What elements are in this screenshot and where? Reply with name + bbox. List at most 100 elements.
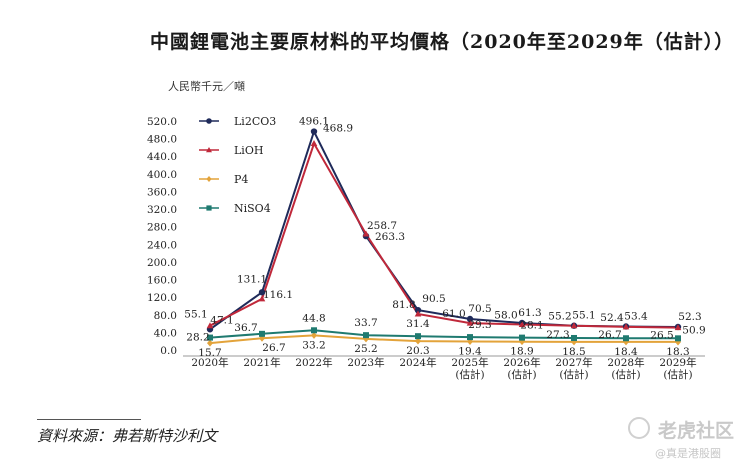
data-label-p4: 25.2 bbox=[354, 343, 377, 355]
legend-label-niso4: NiSO4 bbox=[234, 202, 271, 215]
x-tick-label: (估計) bbox=[663, 368, 692, 381]
x-tick-label: 2029年 bbox=[659, 356, 696, 369]
point-p4 bbox=[207, 339, 213, 347]
y-tick-label: 400.0 bbox=[147, 169, 177, 181]
data-label-niso4: 27.3 bbox=[546, 329, 569, 341]
watermark-user: @真是港股圈 bbox=[655, 447, 721, 460]
data-label-p4: 15.7 bbox=[198, 347, 221, 359]
data-label-li2co3: 258.7 bbox=[367, 220, 397, 232]
point-lioh bbox=[466, 319, 474, 326]
point-niso4 bbox=[415, 333, 421, 340]
data-label-niso4: 44.8 bbox=[302, 312, 325, 324]
point-li2co3 bbox=[258, 289, 266, 296]
data-label-niso4: 28.1 bbox=[520, 320, 543, 332]
y-tick-label: 40.0 bbox=[154, 327, 177, 339]
data-label-li2co3: 70.5 bbox=[468, 303, 491, 315]
data-label-lioh: 468.9 bbox=[323, 123, 353, 135]
data-label-li2co3: 90.5 bbox=[422, 293, 445, 305]
legend: Li2CO3 LiOH P4 NiSO4 bbox=[199, 115, 276, 215]
point-lioh bbox=[258, 295, 266, 302]
point-lioh bbox=[518, 320, 526, 327]
point-niso4 bbox=[311, 327, 317, 334]
point-lioh bbox=[414, 310, 422, 317]
y-tick-label: 480.0 bbox=[147, 134, 177, 146]
x-tick-label: 2024年 bbox=[399, 356, 436, 369]
y-tick-label: 320.0 bbox=[147, 204, 177, 216]
data-label-li2co3: 61.3 bbox=[518, 307, 541, 319]
legend-marker-lioh bbox=[206, 147, 212, 153]
x-tick-label: (估計) bbox=[507, 368, 536, 381]
x-tick-label: 2028年 bbox=[607, 356, 644, 369]
point-p4 bbox=[415, 337, 421, 345]
data-label-niso4: 26.5 bbox=[650, 329, 673, 341]
axes: 0.0 40.0 80.0 120.0 160.0 200.0 240.0 280.0 320.… bbox=[147, 116, 705, 381]
data-label-p4: 33.2 bbox=[302, 339, 325, 351]
point-niso4 bbox=[363, 332, 369, 339]
data-label-niso4: 28.2 bbox=[186, 332, 209, 344]
y-tick-label: 360.0 bbox=[147, 186, 177, 198]
x-tick-label: 2027年 bbox=[555, 356, 592, 369]
x-tick-label: 2026年 bbox=[503, 356, 540, 369]
y-tick-label: 280.0 bbox=[147, 222, 177, 234]
legend-label-p4: P4 bbox=[234, 173, 248, 186]
y-tick-label: 440.0 bbox=[147, 151, 177, 163]
data-label-lioh: 55.2 bbox=[548, 311, 571, 323]
x-tick-label: 2022年 bbox=[295, 356, 332, 369]
y-tick-label: 240.0 bbox=[147, 239, 177, 251]
point-niso4 bbox=[675, 335, 681, 342]
legend-marker-niso4 bbox=[206, 205, 212, 211]
legend-marker-li2co3 bbox=[206, 118, 212, 124]
data-label-lioh: 116.1 bbox=[263, 289, 293, 301]
series-lines bbox=[209, 128, 679, 345]
data-label-p4: 19.4 bbox=[458, 345, 482, 357]
point-niso4 bbox=[623, 335, 629, 342]
data-label-niso4: 31.4 bbox=[406, 318, 430, 330]
data-label-niso4: 29.3 bbox=[468, 319, 491, 331]
y-tick-label: 0.0 bbox=[160, 345, 177, 357]
data-label-li2co3: 47.1 bbox=[210, 314, 233, 326]
point-niso4 bbox=[467, 334, 473, 341]
data-label-li2co3: 496.1 bbox=[299, 116, 329, 128]
data-label-li2co3: 53.4 bbox=[624, 310, 648, 322]
series-markers bbox=[206, 128, 682, 347]
point-lioh bbox=[674, 324, 682, 331]
y-axis-unit-label: 人民幣千元／噸 bbox=[168, 80, 245, 93]
y-tick-label: 80.0 bbox=[154, 310, 177, 322]
data-label-p4: 26.7 bbox=[262, 342, 285, 354]
point-lioh bbox=[206, 322, 214, 329]
data-label-lioh: 81.8 bbox=[392, 299, 415, 311]
data-label-p4: 18.5 bbox=[562, 346, 585, 358]
data-label-niso4: 33.7 bbox=[354, 317, 377, 329]
point-niso4 bbox=[571, 334, 577, 341]
data-label-niso4: 26.7 bbox=[598, 329, 621, 341]
point-niso4 bbox=[259, 330, 265, 337]
data-label-li2co3: 131.1 bbox=[237, 273, 267, 285]
series-line-lioh bbox=[209, 141, 679, 329]
point-lioh bbox=[362, 230, 370, 237]
data-label-lioh: 50.9 bbox=[682, 325, 705, 337]
y-tick-label: 520.0 bbox=[147, 116, 177, 128]
y-tick-label: 160.0 bbox=[147, 275, 177, 287]
data-label-li2co3: 52.3 bbox=[678, 311, 701, 323]
legend-marker-p4 bbox=[206, 176, 212, 182]
data-label-niso4: 36.7 bbox=[234, 322, 257, 334]
point-p4 bbox=[311, 331, 317, 339]
data-labels: 47.1 131.1 496.1 258.7 90.5 70.5 61.3 55.1 53.4 5… bbox=[184, 116, 705, 360]
chart-title: 中國鋰電池主要原材料的平均價格（2020年至2029年（估計）） bbox=[150, 31, 735, 53]
tiger-logo-icon bbox=[628, 417, 650, 439]
watermark-brand: 老虎社区 bbox=[658, 420, 735, 442]
data-label-lioh: 55.1 bbox=[184, 309, 207, 321]
series-line-niso4 bbox=[209, 329, 679, 340]
point-li2co3 bbox=[414, 306, 422, 314]
x-tick-label: 2020年 bbox=[191, 356, 228, 369]
data-label-p4: 18.9 bbox=[510, 346, 533, 358]
source-divider bbox=[37, 419, 141, 420]
x-tick-label: 2023年 bbox=[347, 356, 384, 369]
series-line-p4 bbox=[209, 334, 678, 345]
legend-label-lioh: LiOH bbox=[234, 144, 263, 157]
legend-label-li2co3: Li2CO3 bbox=[234, 115, 276, 128]
data-label-lioh: 58.0 bbox=[494, 309, 517, 321]
data-label-lioh: 61.0 bbox=[442, 308, 465, 320]
data-label-lioh: 263.3 bbox=[375, 231, 405, 243]
